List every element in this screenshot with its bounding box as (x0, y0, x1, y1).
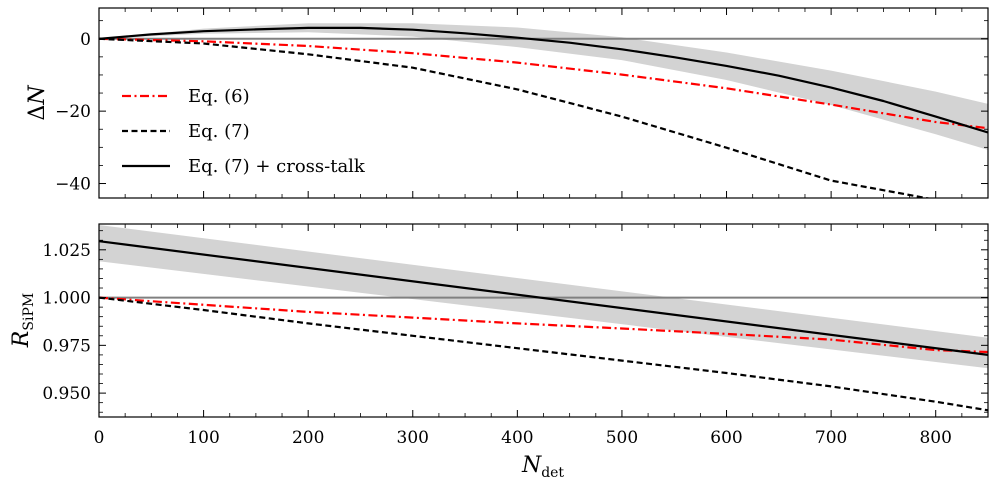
x-tick-label: 200 (292, 428, 324, 448)
bottom-axes-frame (98, 223, 989, 418)
series-line-eq7 (99, 37, 932, 198)
x-axis-title: Ndet (521, 453, 564, 481)
y-tick-label: 1.000 (42, 289, 91, 309)
top-axes-frame (98, 7, 989, 199)
panel-r-sipm: 0.950 0.975 1.000 1.025 0 100 200 300 400 500 600 7… (9, 223, 989, 481)
y-tick-label: 0.950 (42, 384, 91, 404)
legend-label-eq7: Eq. (7) (188, 121, 250, 142)
y-tick-label: −20 (55, 102, 91, 122)
series-line-eq6 (99, 37, 988, 130)
series-line-eq6 (99, 296, 988, 354)
legend-label-eq6: Eq. (6) (188, 86, 250, 107)
x-tick-label: 400 (501, 428, 533, 448)
y-tick-label: 0 (80, 30, 91, 50)
legend: Eq. (6) Eq. (7) Eq. (7) + cross-talk (122, 86, 366, 177)
x-tick-label: 500 (606, 428, 638, 448)
x-tick-label: 0 (94, 428, 105, 448)
uncertainty-band (99, 23, 988, 150)
y-tick-label: 0.975 (42, 336, 91, 356)
x-tick-label: 100 (187, 428, 219, 448)
x-tick-label: 300 (397, 428, 429, 448)
x-tick-label: 600 (710, 428, 742, 448)
series-line-eq7ct (99, 240, 988, 356)
series-line-eq7 (99, 296, 988, 412)
legend-label-eq7-crosstalk: Eq. (7) + cross-talk (188, 156, 366, 177)
series-line-eq7ct (99, 26, 988, 134)
top-y-axis-title: ΔN (25, 85, 50, 121)
x-tick-label: 800 (919, 428, 951, 448)
x-tick-label: 700 (815, 428, 847, 448)
y-tick-label: 1.025 (42, 241, 91, 261)
y-tick-label: −40 (55, 175, 91, 195)
panel-delta-n: 0 −20 −40 Eq. (6) Eq. (7) Eq. (7) + cross-… (25, 7, 989, 199)
bottom-y-axis-title: RSiPM (9, 293, 37, 348)
